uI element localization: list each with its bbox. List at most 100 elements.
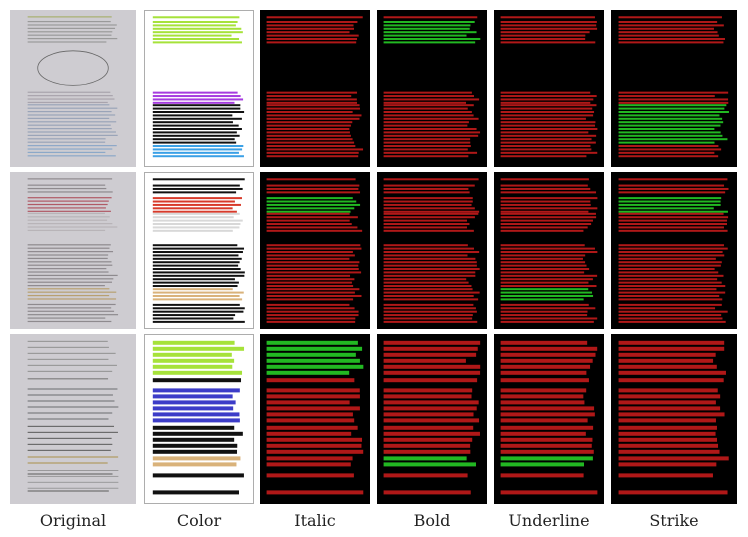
- color-text-line: [152, 264, 239, 267]
- photo-text-line: [27, 141, 106, 143]
- mask-text-line: [383, 394, 472, 399]
- color-text-line: [152, 340, 235, 345]
- color-text-line: [152, 216, 234, 219]
- mask-text-line: [618, 101, 729, 104]
- photo-text-line: [27, 358, 109, 360]
- mask-text-line: [618, 443, 719, 448]
- mask-text-line: [383, 317, 473, 320]
- mask-text-line: [618, 191, 726, 194]
- mask-text-line: [266, 271, 362, 274]
- mask-text-line: [618, 145, 719, 148]
- mask-text-line: [383, 124, 468, 127]
- mask-text-line: [618, 449, 720, 454]
- mask-text-line: [618, 229, 728, 232]
- mask-text-line: [266, 134, 351, 137]
- photo-text-line: [27, 124, 111, 126]
- mask-text-line: [500, 141, 596, 144]
- mask-text-line: [500, 412, 595, 417]
- mask-text-line: [266, 378, 355, 383]
- photo-text-line: [27, 288, 110, 290]
- mask-text-line: [500, 128, 598, 130]
- mask-text-line: [383, 294, 474, 297]
- mask-text-line: [500, 274, 598, 277]
- mask-text-line: [383, 98, 480, 101]
- color-text-line: [152, 121, 233, 124]
- mask-text-line: [500, 425, 594, 430]
- mask-text-line: [383, 412, 474, 417]
- mask-text-line: [500, 229, 584, 232]
- photo-text-line: [27, 95, 113, 97]
- mask-text-line: [618, 294, 720, 297]
- mask-text-line: [618, 364, 717, 369]
- mask-text-line: [266, 191, 361, 194]
- photo-text-line: [27, 34, 112, 36]
- mask-text-line: [383, 155, 469, 158]
- mask-text-line: [383, 281, 469, 284]
- mask-text-line: [618, 298, 723, 301]
- mask-text-line: [618, 268, 715, 271]
- mask-text-line: [618, 203, 721, 206]
- mask-text-line: [500, 178, 589, 181]
- mask-text-line: [266, 406, 360, 411]
- mask-text-line: [266, 418, 355, 423]
- color-text-line: [152, 212, 240, 215]
- mask-text-line: [618, 358, 714, 363]
- mask-text-line: [618, 16, 722, 19]
- photo-text-line: [27, 197, 112, 199]
- mask-text-line: [618, 178, 728, 181]
- mask-text-line: [618, 95, 715, 98]
- mask-text-line: [618, 346, 725, 351]
- color-text-line: [152, 358, 235, 363]
- photo-text-line: [27, 31, 113, 33]
- color-text-line: [152, 406, 234, 411]
- photo-text-line: [27, 268, 107, 270]
- cell-underline-row1: [494, 10, 604, 167]
- photo-text-line: [27, 20, 111, 23]
- mask-text-line: [383, 437, 473, 442]
- color-text-line: [152, 394, 233, 399]
- photo-text-line: [27, 388, 118, 390]
- mask-text-line: [383, 184, 475, 187]
- photo-text-line: [27, 320, 112, 323]
- photo-text-line: [27, 340, 108, 342]
- mask-text-line: [383, 91, 472, 94]
- mask-text-line: [383, 254, 468, 257]
- color-text-line: [152, 314, 236, 317]
- photo-text-line: [27, 346, 109, 348]
- mask-text-line: [383, 418, 480, 423]
- mask-text-line: [383, 212, 479, 215]
- photo-text-line: [27, 291, 117, 293]
- mask-text-line: [266, 131, 350, 134]
- mask-text-line: [383, 388, 473, 393]
- mask-text-line: [266, 352, 356, 357]
- mask-text-line: [618, 412, 725, 417]
- mask-text-line: [266, 294, 362, 297]
- mask-text-line: [618, 264, 721, 267]
- mask-text-line: [383, 20, 475, 23]
- photo-text-line: [27, 274, 118, 277]
- mask-text-line: [618, 111, 729, 113]
- mask-text-line: [266, 443, 362, 448]
- mask-text-line: [383, 456, 467, 461]
- mask-text-line: [618, 278, 718, 281]
- mask-text-line: [383, 31, 477, 34]
- mask-text-line: [383, 358, 466, 363]
- mask-text-line: [266, 187, 359, 190]
- mask-text-line: [266, 247, 362, 250]
- mask-text-line: [500, 197, 598, 200]
- mask-text-line: [500, 114, 594, 117]
- mask-text-line: [266, 98, 357, 101]
- mask-text-line: [618, 244, 724, 247]
- mask-text-line: [500, 41, 596, 44]
- mask-text-line: [266, 197, 353, 200]
- mask-text-line: [383, 307, 476, 310]
- mask-text-line: [500, 473, 584, 478]
- mask-text-line: [383, 34, 467, 37]
- cell-bold-row3: [377, 334, 487, 504]
- color-text-line: [152, 141, 237, 144]
- mask-text-line: [266, 288, 360, 291]
- mask-text-line: [500, 271, 585, 274]
- mask-text-line: [266, 184, 360, 187]
- mask-text-line: [266, 117, 360, 120]
- mask-text-line: [500, 145, 591, 148]
